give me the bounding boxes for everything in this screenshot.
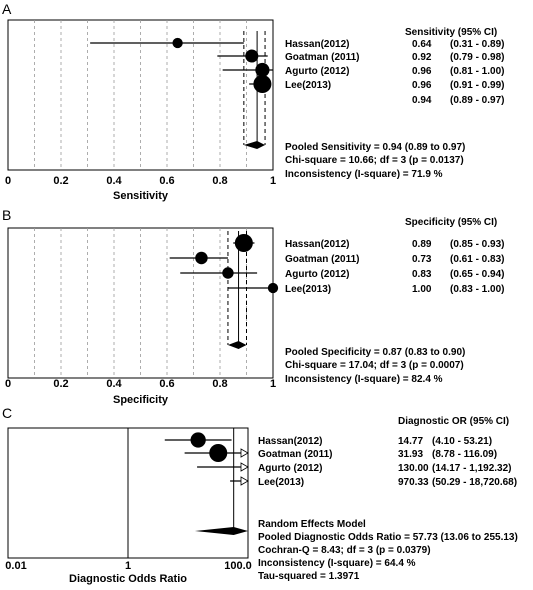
summary-stat: Random Effects Model — [258, 519, 366, 530]
ci-arrow — [240, 462, 249, 472]
study-ci: (0.81 - 1.00) — [450, 66, 504, 77]
summary-stat: Chi-square = 17.04; df = 3 (p = 0.0007) — [285, 360, 464, 371]
table-header: Diagnostic OR (95% CI) — [398, 416, 509, 427]
ci-arrow — [240, 476, 249, 486]
study-ci: (0.91 - 0.99) — [450, 80, 504, 91]
x-tick-label: 1 — [125, 560, 131, 572]
pooled-diamond — [243, 141, 266, 149]
study-name: Lee(2013) — [258, 477, 304, 488]
x-tick-label: 0.8 — [212, 378, 227, 390]
summary-stat: Pooled Diagnostic Odds Ratio = 57.73 (13… — [258, 532, 518, 543]
x-tick-label: 0.4 — [106, 378, 122, 390]
x-tick-label: 0.8 — [212, 175, 227, 187]
ci-arrow — [240, 448, 249, 458]
summary-stat: Pooled Sensitivity = 0.94 (0.89 to 0.97) — [285, 142, 465, 153]
study-ci: (0.79 - 0.98) — [450, 52, 504, 63]
study-estimate: 0.83 — [412, 269, 432, 280]
study-ci: (14.17 - 1,192.32) — [432, 463, 512, 474]
study-ci: (50.29 - 18,720.68) — [432, 477, 517, 488]
study-name: Goatman (2011) — [285, 52, 359, 63]
study-estimate: 970.33 — [398, 477, 429, 488]
study-estimate: 0.92 — [412, 52, 432, 63]
study-estimate: 14.77 — [398, 436, 423, 447]
pooled-ci-value: (0.89 - 0.97) — [450, 95, 504, 106]
point-estimate — [209, 444, 228, 462]
x-tick-label: 0.01 — [5, 560, 26, 572]
panel-c: C 0.01 1 100.0 Diagnostic Odds Ratio Hassan(2… — [2, 405, 518, 585]
pooled-diamond — [194, 527, 248, 535]
study-name: Agurto (2012) — [285, 269, 349, 280]
study-name: Agurto (2012) — [258, 463, 322, 474]
study-estimate: 1.00 — [412, 284, 432, 295]
study-ci: (4.10 - 53.21) — [432, 436, 492, 447]
summary-stat: Inconsistency (I-square) = 82.4 % — [285, 374, 443, 385]
x-tick-label: 1 — [270, 175, 276, 187]
point-estimate — [222, 267, 234, 279]
x-tick-label: 0.4 — [106, 175, 122, 187]
pooled-estimate-value: 0.94 — [412, 95, 432, 106]
study-estimate: 0.73 — [412, 254, 432, 265]
study-name: Lee(2013) — [285, 80, 331, 91]
point-estimate — [195, 251, 208, 265]
study-ci: (0.85 - 0.93) — [450, 239, 504, 250]
panel-a: A 0 0.2 0.4 0.6 0.8 1 Sensitivity Hassan(2012) 0.… — [2, 1, 504, 202]
study-name: Goatman (2011) — [258, 449, 332, 460]
table-header: Sensitivity (95% CI) — [405, 27, 497, 38]
study-estimate: 0.96 — [412, 80, 432, 91]
x-tick-label: 100.0 — [224, 560, 252, 572]
point-estimate — [245, 49, 259, 63]
panel-label: A — [2, 1, 12, 17]
study-ci: (0.83 - 1.00) — [450, 284, 504, 295]
point-estimate — [234, 234, 253, 252]
summary-stat: Tau-squared = 1.3971 — [258, 571, 360, 582]
x-axis-title: Diagnostic Odds Ratio — [69, 573, 187, 585]
study-name: Goatman (2011) — [285, 254, 359, 265]
summary-stat: Inconsistency (I-square) = 71.9 % — [285, 169, 443, 180]
summary-stat: Inconsistency (I-square) = 64.4 % — [258, 558, 416, 569]
study-name: Hassan(2012) — [258, 436, 322, 447]
x-tick-label: 0 — [5, 378, 11, 390]
summary-stat: Pooled Specificity = 0.87 (0.83 to 0.90) — [285, 347, 465, 358]
point-estimate — [255, 62, 270, 78]
summary-stat: Chi-square = 10.66; df = 3 (p = 0.0137) — [285, 155, 464, 166]
point-estimate — [172, 37, 183, 49]
x-axis-title: Sensitivity — [113, 190, 169, 202]
x-tick-label: 0 — [5, 175, 11, 187]
x-tick-label: 0.2 — [53, 175, 68, 187]
study-estimate: 0.96 — [412, 66, 432, 77]
study-ci: (8.78 - 116.09) — [432, 449, 497, 460]
pooled-diamond — [227, 341, 247, 349]
summary-stat: Cochran-Q = 8.43; df = 3 (p = 0.0379) — [258, 545, 431, 556]
study-name: Lee(2013) — [285, 284, 331, 295]
study-ci: (0.65 - 0.94) — [450, 269, 504, 280]
study-estimate: 0.64 — [412, 39, 432, 50]
study-estimate: 31.93 — [398, 449, 423, 460]
x-tick-label: 0.6 — [159, 378, 174, 390]
study-name: Hassan(2012) — [285, 239, 349, 250]
x-tick-label: 1 — [270, 378, 276, 390]
table-header: Specificity (95% CI) — [405, 217, 497, 228]
study-estimate: 130.00 — [398, 463, 429, 474]
study-name: Hassan(2012) — [285, 39, 349, 50]
study-ci: (0.61 - 0.83) — [450, 254, 504, 265]
point-estimate — [253, 75, 272, 93]
panel-label: B — [2, 207, 11, 223]
panel-b: B 0 0.2 0.4 0.6 0.8 1 Specificity Hassan(2012) 0.… — [2, 207, 504, 406]
study-ci: (0.31 - 0.89) — [450, 39, 504, 50]
study-estimate: 0.89 — [412, 239, 432, 250]
point-estimate — [190, 432, 206, 448]
panel-label: C — [2, 405, 12, 421]
x-axis-title: Specificity — [113, 394, 169, 406]
x-tick-label: 0.2 — [53, 378, 68, 390]
point-estimate — [267, 282, 279, 294]
study-name: Agurto (2012) — [285, 66, 349, 77]
x-tick-label: 0.6 — [159, 175, 174, 187]
